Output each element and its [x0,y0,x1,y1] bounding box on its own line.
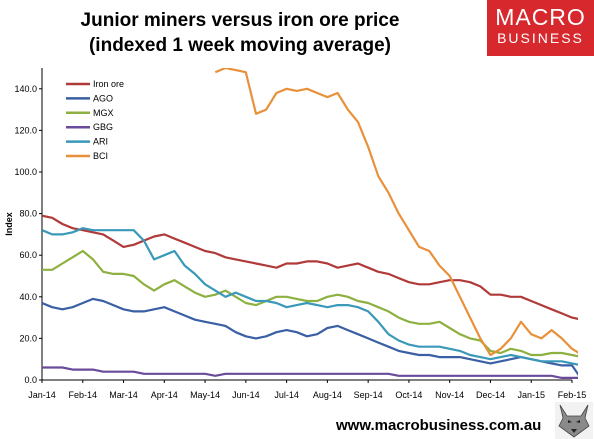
x-tick-label: Dec-14 [476,390,505,400]
y-axis-label: Index [4,212,14,236]
x-tick-label: Oct-14 [395,390,422,400]
x-tick-label: Jul-14 [274,390,299,400]
series-lines [42,68,578,379]
y-tick-label: 20.0 [19,333,37,343]
legend-label-ago: AGO [93,93,113,103]
axes: 0.0 20.0 40.0 60.0 80.0 100.0 120.0 140.0 Jan-14… [4,68,586,400]
x-tick-label: Aug-14 [313,390,342,400]
x-tick-label: Jun-14 [232,390,260,400]
y-tick-label: 40.0 [19,292,37,302]
x-tick-label: May-14 [190,390,220,400]
y-tick-label: 120.0 [14,125,37,135]
footer-url[interactable]: www.macrobusiness.com.au [336,417,542,434]
series-line-gbg [42,366,578,379]
logo-line1: MACRO [495,4,586,30]
legend-label-mgx: MGX [93,108,114,118]
wolf-logo-icon [555,402,593,439]
x-tick-label: Feb-15 [558,390,587,400]
x-tick-label: Mar-14 [109,390,138,400]
chart-subtitle: (indexed 1 week moving average) [88,35,391,56]
macrobusiness-logo[interactable]: MACRO BUSINESS [487,0,594,56]
x-tick-label: Apr-14 [151,390,178,400]
x-tick-label: Jan-14 [28,390,56,400]
y-tick-label: 0.0 [24,375,37,385]
series-line-ari [42,227,578,366]
y-tick-label: 60.0 [19,250,37,260]
logo-line2: BUSINESS [497,30,584,46]
legend: Iron ore AGO MGX GBG ARI BCI [66,79,124,161]
x-tick-label: Nov-14 [435,390,464,400]
legend-label-gbg: GBG [93,122,113,132]
x-tick-label: Jan-15 [517,390,545,400]
y-tick-label: 80.0 [19,209,37,219]
series-line-bci [214,68,578,357]
series-line-iron-ore [42,214,578,320]
x-tick-label: Sep-14 [354,390,383,400]
series-line-ago [42,297,578,376]
chart-title: Junior miners versus iron ore price [80,10,400,31]
y-tick-label: 140.0 [14,84,37,94]
line-chart: 0.0 20.0 40.0 60.0 80.0 100.0 120.0 140.0 Jan-14… [4,68,586,400]
series-line-mgx [42,249,578,358]
legend-label-bci: BCI [93,151,108,161]
x-tick-label: Feb-14 [69,390,98,400]
legend-label-iron-ore: Iron ore [93,79,124,89]
legend-label-ari: ARI [93,137,108,147]
y-tick-label: 100.0 [14,167,37,177]
